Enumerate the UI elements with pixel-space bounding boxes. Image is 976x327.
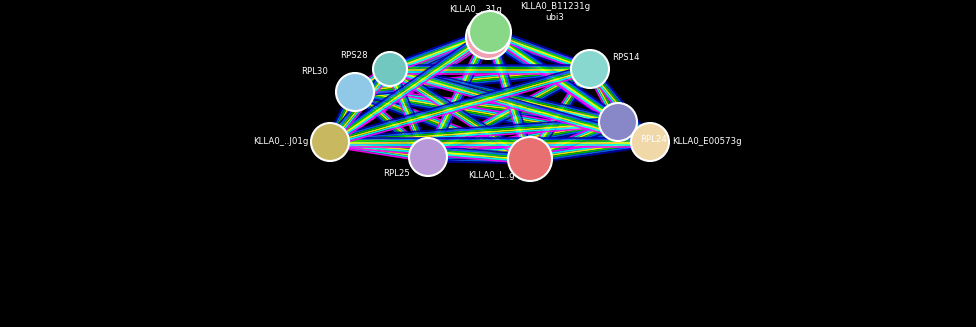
Circle shape: [466, 15, 510, 59]
Text: RPL30: RPL30: [302, 66, 328, 76]
Text: RPL25: RPL25: [384, 169, 410, 179]
Text: KLLA0_E00573g: KLLA0_E00573g: [672, 137, 742, 146]
Text: KLLA0_..J01g: KLLA0_..J01g: [253, 137, 308, 146]
Circle shape: [311, 123, 349, 161]
Circle shape: [373, 52, 407, 86]
Circle shape: [508, 137, 552, 181]
Circle shape: [571, 50, 609, 88]
Text: KLLA0_L..g: KLLA0_L..g: [468, 170, 515, 180]
Text: RPS28: RPS28: [341, 50, 368, 60]
Circle shape: [469, 11, 511, 53]
Text: KLLA0_..31g: KLLA0_..31g: [450, 5, 503, 13]
Text: KLLA0_B11231g
ubi3: KLLA0_B11231g ubi3: [520, 2, 590, 22]
Circle shape: [336, 73, 374, 111]
Circle shape: [631, 123, 669, 161]
Circle shape: [599, 103, 637, 141]
Circle shape: [409, 138, 447, 176]
Text: RPS14: RPS14: [612, 53, 639, 61]
Text: RPL24: RPL24: [640, 134, 667, 144]
